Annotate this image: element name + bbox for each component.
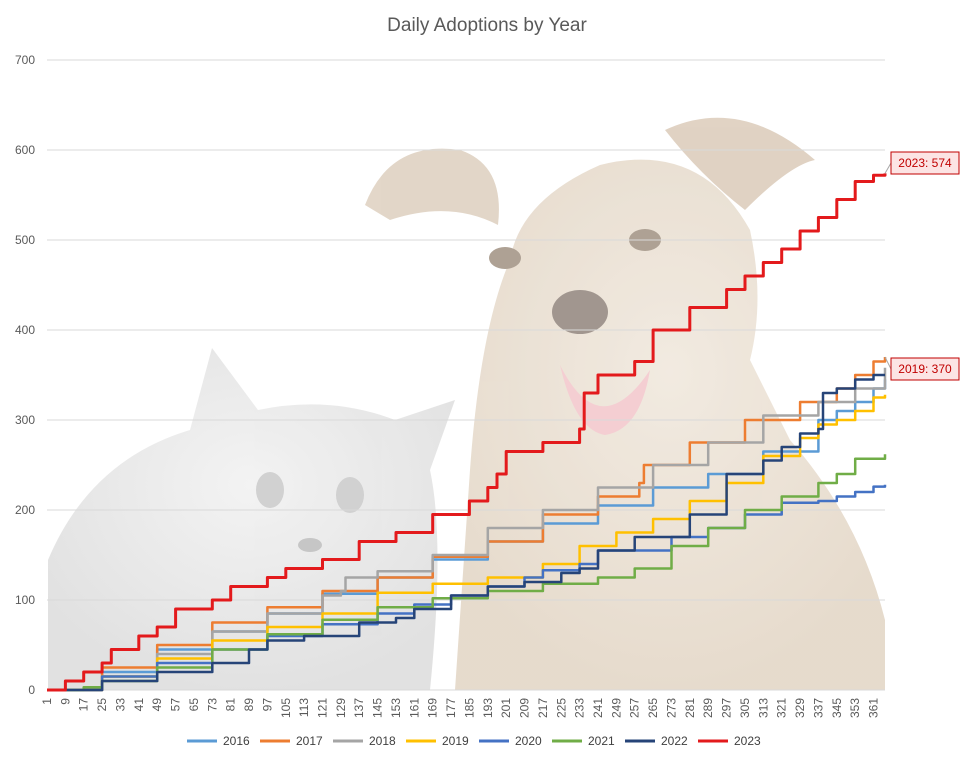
x-tick-label: 329 (793, 698, 807, 718)
x-tick-label: 9 (58, 698, 72, 705)
legend-item-2023: 2023 (698, 734, 761, 748)
x-tick-label: 233 (573, 698, 587, 718)
x-tick-label: 265 (646, 698, 660, 718)
series-line-2018 (47, 367, 887, 692)
legend: 2016 2017 2018 2019 2020 2021 2022 2023 (187, 734, 761, 748)
x-tick-label: 41 (132, 698, 146, 712)
x-tick-label: 281 (683, 698, 697, 718)
x-tick-label: 153 (389, 698, 403, 718)
x-tick-label: 1 (40, 698, 54, 705)
x-tick-label: 97 (260, 698, 274, 712)
y-tick-label: 700 (15, 53, 35, 67)
x-tick-label: 89 (242, 698, 256, 712)
y-tick-label: 600 (15, 143, 35, 157)
series-line-2022 (47, 373, 885, 692)
dog-image (365, 117, 885, 691)
x-tick-label: 17 (77, 698, 91, 712)
legend-item-2016: 2016 (187, 734, 250, 748)
legend-item-2018: 2018 (333, 734, 396, 748)
x-tick-label: 57 (169, 698, 183, 712)
legend-label: 2016 (223, 734, 250, 748)
data-label: 2019: 370 (898, 362, 952, 376)
y-tick-label: 100 (15, 593, 35, 607)
chart-title: Daily Adoptions by Year (387, 15, 587, 36)
x-tick-label: 305 (738, 698, 752, 718)
y-tick-label: 0 (28, 683, 35, 697)
callouts: 2023: 574 2019: 370 (884, 151, 960, 381)
x-tick-label: 169 (426, 698, 440, 718)
series-line-2023 (47, 173, 887, 692)
x-tick-label: 337 (811, 698, 825, 718)
x-tick-label: 145 (371, 698, 385, 718)
legend-item-2021: 2021 (552, 734, 615, 748)
legend-item-2019: 2019 (406, 734, 469, 748)
y-tick-label: 400 (15, 323, 35, 337)
x-tick-label: 353 (848, 698, 862, 718)
x-tick-label: 33 (113, 698, 127, 712)
y-tick-label: 200 (15, 503, 35, 517)
series-line-2021 (47, 454, 887, 692)
legend-label: 2021 (588, 734, 615, 748)
x-tick-label: 113 (297, 698, 311, 717)
legend-item-2020: 2020 (479, 734, 542, 748)
legend-label: 2017 (296, 734, 323, 748)
x-tick-label: 193 (481, 698, 495, 718)
x-tick-label: 313 (756, 698, 770, 718)
x-tick-label: 361 (867, 698, 881, 718)
x-tick-label: 209 (518, 698, 532, 718)
x-tick-label: 289 (701, 698, 715, 718)
x-tick-label: 105 (279, 698, 293, 718)
x-tick-label: 161 (407, 698, 421, 718)
x-tick-label: 225 (554, 698, 568, 718)
cat-image (48, 348, 455, 690)
x-tick-label: 49 (150, 698, 164, 712)
legend-label: 2022 (661, 734, 688, 748)
callout-box (890, 151, 960, 175)
legend-item-2022: 2022 (625, 734, 688, 748)
legend-label: 2019 (442, 734, 469, 748)
y-tick-label: 500 (15, 233, 35, 247)
legend-label: 2023 (734, 734, 761, 748)
x-tick-label: 137 (352, 698, 366, 718)
x-tick-label: 73 (205, 698, 219, 712)
x-tick-label: 345 (830, 698, 844, 718)
x-tick-label: 201 (499, 698, 513, 718)
x-tick-label: 241 (591, 698, 605, 718)
legend-label: 2020 (515, 734, 542, 748)
x-tick-label: 217 (536, 698, 550, 718)
callout-leader (884, 162, 892, 174)
data-label: 2023: 574 (898, 156, 952, 170)
x-tick-label: 121 (316, 698, 330, 718)
series-layer (47, 173, 887, 692)
x-tick-label: 297 (720, 698, 734, 718)
legend-item-2017: 2017 (260, 734, 323, 748)
dog-and-cat-photo (48, 117, 885, 691)
x-tick-label: 65 (187, 698, 201, 712)
x-tick-label: 129 (334, 698, 348, 718)
callout-box (890, 357, 960, 381)
x-tick-label: 25 (95, 698, 109, 712)
x-tick-label: 249 (609, 698, 623, 718)
x-tick-label: 81 (224, 698, 238, 712)
x-tick-label: 177 (444, 698, 458, 718)
x-tick-label: 185 (462, 698, 476, 718)
y-tick-label: 300 (15, 413, 35, 427)
x-tick-label: 273 (664, 698, 678, 718)
legend-label: 2018 (369, 734, 396, 748)
x-tick-label: 257 (628, 698, 642, 718)
axes: 0 100 200 300 400 500 600 700 1 9 17 25 33 41 49 57 65 73… (15, 53, 881, 718)
x-tick-label: 321 (775, 698, 789, 718)
callout-leader (884, 356, 892, 370)
